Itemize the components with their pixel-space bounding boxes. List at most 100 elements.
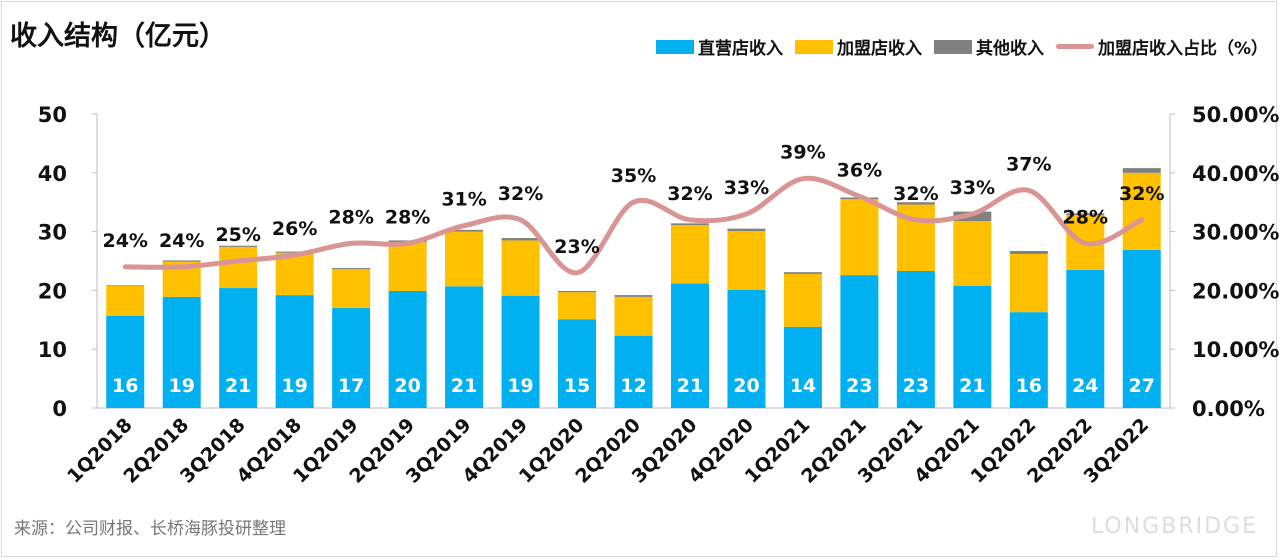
legend-label: 其他收入 bbox=[975, 39, 1044, 59]
bar-other bbox=[219, 245, 258, 247]
ratio-label: 32% bbox=[893, 183, 938, 205]
bar-direct bbox=[445, 286, 484, 408]
bar-direct bbox=[727, 289, 766, 408]
legend-label: 加盟店收入占比（%） bbox=[1097, 39, 1268, 59]
bar-direct bbox=[1066, 269, 1105, 408]
bar-direct bbox=[840, 275, 879, 408]
ratio-label: 32% bbox=[1119, 183, 1164, 205]
bar-franchise bbox=[670, 225, 709, 284]
legend-item-ratio: 加盟店收入占比（%） bbox=[1055, 34, 1268, 59]
bar-other bbox=[614, 295, 653, 297]
bar-label-direct: 21 bbox=[959, 375, 985, 397]
legend-label: 加盟店收入 bbox=[836, 39, 922, 59]
brand-watermark: LONGBRIDGE bbox=[1090, 514, 1258, 539]
bar-franchise bbox=[501, 240, 540, 296]
bar-label-direct: 19 bbox=[507, 375, 533, 397]
bar-other bbox=[275, 251, 314, 253]
ratio-label: 31% bbox=[441, 189, 486, 211]
legend-swatch bbox=[655, 39, 694, 54]
bar-direct bbox=[501, 295, 540, 408]
ratio-label: 33% bbox=[950, 177, 995, 199]
bar-direct bbox=[275, 295, 314, 408]
bar-franchise bbox=[275, 252, 314, 296]
bar-direct bbox=[953, 285, 992, 408]
bar-other bbox=[670, 223, 709, 226]
legend-label: 直营店收入 bbox=[697, 39, 783, 59]
bar-label-direct: 20 bbox=[733, 375, 759, 397]
bar-label-direct: 15 bbox=[564, 375, 590, 397]
y-tick-label-left: 0 bbox=[52, 397, 67, 421]
bar-franchise bbox=[1122, 172, 1161, 250]
bar-direct bbox=[1009, 312, 1048, 408]
line-franchise-ratio bbox=[122, 175, 1145, 276]
bar-other bbox=[162, 260, 201, 262]
bar-direct bbox=[219, 288, 258, 408]
bar-label-direct: 20 bbox=[394, 375, 420, 397]
y-tick-label-left: 50 bbox=[38, 103, 67, 127]
ratio-label: 39% bbox=[780, 142, 825, 164]
bar-label-direct: 23 bbox=[903, 375, 929, 397]
bar-label-direct: 16 bbox=[112, 375, 138, 397]
bar-franchise bbox=[219, 246, 258, 289]
bar-other bbox=[558, 290, 597, 293]
bar-direct bbox=[614, 335, 653, 408]
bar-label-direct: 27 bbox=[1129, 375, 1155, 397]
y-tick-label-right: 40.00% bbox=[1192, 162, 1279, 186]
bar-other bbox=[445, 229, 484, 232]
legend-item-direct: 直营店收入 bbox=[655, 34, 783, 59]
legend-item-other: 其他收入 bbox=[933, 34, 1044, 59]
legend: 直营店收入 加盟店收入 其他收入 加盟店收入占比（%） bbox=[644, 34, 1268, 59]
ratio-label: 25% bbox=[215, 224, 260, 246]
bar-label-direct: 16 bbox=[1016, 375, 1042, 397]
legend-swatch bbox=[933, 39, 972, 54]
chart-title: 收入结构（亿元） bbox=[10, 21, 226, 52]
bar-direct bbox=[670, 283, 709, 408]
y-tick-label-left: 10 bbox=[38, 338, 67, 362]
bar-label-direct: 12 bbox=[620, 375, 646, 397]
legend-line bbox=[1055, 44, 1094, 49]
bar-franchise bbox=[783, 273, 822, 327]
bar-franchise bbox=[614, 296, 653, 336]
bar-direct bbox=[388, 290, 427, 408]
bar-label-direct: 14 bbox=[790, 375, 816, 397]
bar-other bbox=[501, 238, 540, 241]
ratio-label: 26% bbox=[272, 218, 317, 240]
y-tick-label-right: 0.00% bbox=[1192, 397, 1265, 421]
bar-other bbox=[896, 202, 935, 205]
ratio-label: 28% bbox=[385, 206, 430, 228]
bar-franchise bbox=[332, 269, 371, 309]
bar-franchise bbox=[106, 285, 145, 316]
bar-label-direct: 19 bbox=[168, 375, 194, 397]
bar-direct bbox=[558, 319, 597, 408]
ratio-label: 23% bbox=[554, 236, 599, 258]
bar-label-direct: 21 bbox=[225, 375, 251, 397]
bar-direct bbox=[332, 308, 371, 408]
ratio-label: 36% bbox=[837, 159, 882, 181]
ratio-label: 35% bbox=[611, 165, 656, 187]
bar-other bbox=[106, 285, 145, 286]
y-tick-label-right: 20.00% bbox=[1192, 279, 1279, 303]
bar-label-direct: 17 bbox=[338, 375, 364, 397]
ratio-label: 24% bbox=[102, 230, 147, 252]
bar-franchise bbox=[558, 292, 597, 320]
ratio-label: 28% bbox=[328, 206, 373, 228]
y-tick-label-left: 20 bbox=[38, 279, 67, 303]
legend-swatch bbox=[794, 39, 833, 54]
bar-direct bbox=[106, 315, 145, 408]
y-tick-label-right: 30.00% bbox=[1192, 221, 1279, 245]
bar-franchise bbox=[1009, 253, 1048, 313]
bar-franchise bbox=[840, 199, 879, 276]
bar-direct bbox=[162, 296, 201, 408]
bar-other bbox=[1009, 251, 1048, 254]
bar-other bbox=[1066, 213, 1105, 216]
legend-item-franchise: 加盟店收入 bbox=[794, 34, 922, 59]
bar-other bbox=[783, 272, 822, 274]
ratio-label: 28% bbox=[1063, 206, 1108, 228]
ratio-label: 33% bbox=[724, 177, 769, 199]
y-tick-label-left: 30 bbox=[38, 221, 67, 245]
bar-label-direct: 21 bbox=[451, 375, 477, 397]
bar-label-direct: 21 bbox=[677, 375, 703, 397]
bar-direct bbox=[896, 270, 935, 408]
